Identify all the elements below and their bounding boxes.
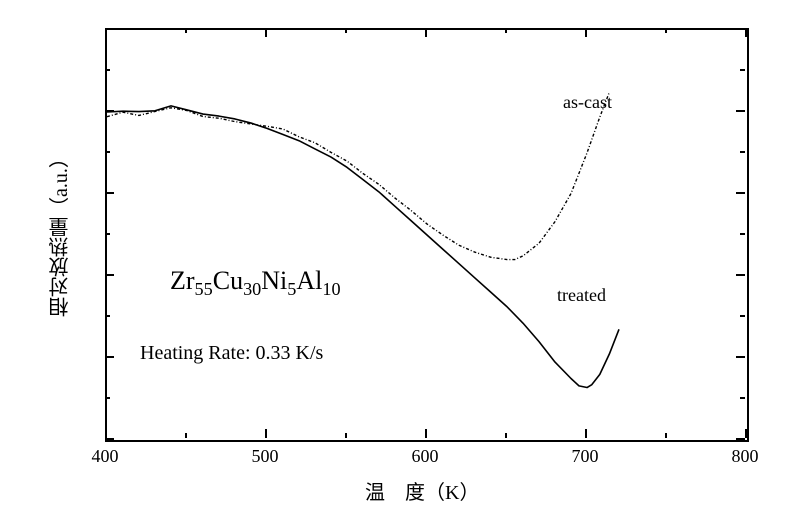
y-tick-minor bbox=[105, 69, 110, 71]
y-tick-major bbox=[105, 192, 114, 194]
y-tick-minor bbox=[740, 397, 745, 399]
y-tick-major bbox=[736, 274, 745, 276]
plot-area bbox=[105, 28, 749, 442]
y-tick-minor bbox=[740, 151, 745, 153]
formula-el1: Zr bbox=[170, 266, 195, 295]
y-tick-major bbox=[105, 110, 114, 112]
y-tick-major bbox=[736, 438, 745, 440]
x-tick-major bbox=[425, 429, 427, 438]
x-tick-minor bbox=[185, 28, 187, 33]
x-tick-minor bbox=[665, 433, 667, 438]
x-tick-label: 600 bbox=[412, 446, 439, 467]
x-tick-major bbox=[745, 429, 747, 438]
series-label-treated: treated bbox=[557, 285, 606, 306]
formula-el2: Cu bbox=[213, 266, 243, 295]
x-tick-major bbox=[265, 429, 267, 438]
x-tick-minor bbox=[665, 28, 667, 33]
x-tick-major bbox=[425, 28, 427, 37]
x-tick-minor bbox=[505, 433, 507, 438]
y-tick-major bbox=[105, 274, 114, 276]
y-tick-major bbox=[736, 28, 745, 30]
formula-sub4: 10 bbox=[322, 279, 340, 299]
dsc-chart: 相对放热量（a.u.） 温 度（K） Zr55Cu30Ni5Al10 Heati… bbox=[0, 0, 800, 520]
y-tick-major bbox=[736, 110, 745, 112]
x-tick-major bbox=[265, 28, 267, 37]
y-tick-major bbox=[736, 356, 745, 358]
y-tick-minor bbox=[105, 151, 110, 153]
formula-el3: Ni bbox=[261, 266, 287, 295]
x-tick-label: 800 bbox=[732, 446, 759, 467]
x-tick-minor bbox=[505, 28, 507, 33]
x-tick-minor bbox=[185, 433, 187, 438]
x-tick-label: 700 bbox=[572, 446, 599, 467]
y-tick-minor bbox=[105, 397, 110, 399]
formula-sub1: 55 bbox=[195, 279, 213, 299]
plot-svg bbox=[107, 30, 747, 440]
formula-sub2: 30 bbox=[243, 279, 261, 299]
x-tick-major bbox=[105, 429, 107, 438]
x-tick-major bbox=[585, 429, 587, 438]
y-tick-major bbox=[105, 28, 114, 30]
y-tick-minor bbox=[740, 69, 745, 71]
formula-sub3: 5 bbox=[287, 279, 296, 299]
x-tick-minor bbox=[345, 28, 347, 33]
x-tick-label: 500 bbox=[252, 446, 279, 467]
y-tick-minor bbox=[105, 233, 110, 235]
formula-el4: Al bbox=[296, 266, 322, 295]
y-axis-label: 相对放热量（a.u.） bbox=[46, 133, 75, 333]
x-tick-label: 400 bbox=[92, 446, 119, 467]
x-tick-major bbox=[585, 28, 587, 37]
x-axis-label: 温 度（K） bbox=[365, 476, 479, 505]
y-tick-minor bbox=[740, 315, 745, 317]
y-tick-minor bbox=[105, 315, 110, 317]
y-tick-major bbox=[105, 356, 114, 358]
heating-rate-label: Heating Rate: 0.33 K/s bbox=[140, 342, 323, 365]
y-tick-major bbox=[736, 192, 745, 194]
y-tick-minor bbox=[740, 233, 745, 235]
x-tick-major bbox=[745, 28, 747, 37]
composition-formula: Zr55Cu30Ni5Al10 bbox=[170, 266, 341, 300]
y-tick-major bbox=[105, 438, 114, 440]
series-label-as-cast: as-cast bbox=[563, 92, 612, 113]
x-tick-minor bbox=[345, 433, 347, 438]
